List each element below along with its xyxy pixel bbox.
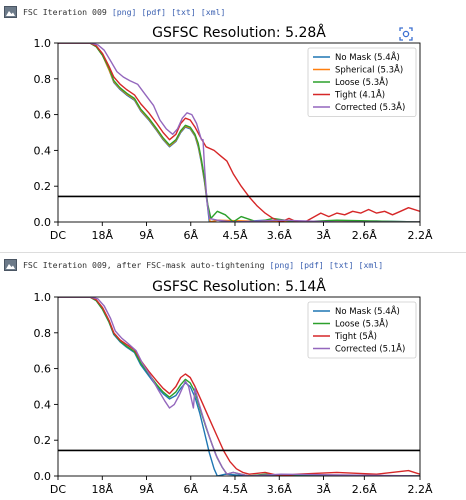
series-line-corrected <box>58 43 420 222</box>
fsc-chart-1: GSFSC Resolution: 5.28Å 0.0 0.2 0.4 0.6 0.8 1.… <box>34 24 433 242</box>
series-line-tight <box>58 43 420 222</box>
x-tick-label: 3Å <box>316 229 331 242</box>
pdf-link[interactable]: [pdf] <box>299 260 324 270</box>
x-tick-label: 4.5Å <box>222 483 247 496</box>
x-tick-label: 3.6Å <box>267 229 292 242</box>
x-tick-label: 18Å <box>92 483 114 496</box>
legend-box <box>307 301 417 359</box>
pdf-link[interactable]: [pdf] <box>141 7 167 17</box>
y-tick-label: 0.0 <box>34 470 52 483</box>
y-tick-label: 0.6 <box>34 363 52 376</box>
plot-area <box>58 297 420 476</box>
legend-box <box>307 47 417 117</box>
y-tick-label: 0.0 <box>34 216 52 229</box>
chart-title: GSFSC Resolution: 5.14Å <box>152 278 326 295</box>
x-tick-label: DC <box>50 483 66 496</box>
section-title: FSC Iteration 009, after FSC-mask auto-t… <box>23 260 265 270</box>
section-title: FSC Iteration 009 <box>23 7 107 17</box>
legend-label-loose: Loose (5.3Å) <box>335 318 388 330</box>
x-tick-label: 3Å <box>316 483 331 496</box>
y-tick-label: 0.6 <box>34 109 52 122</box>
txt-link[interactable]: [txt] <box>328 260 354 270</box>
x-tick-label: 2.6Å <box>352 483 377 496</box>
y-tick-label: 1.0 <box>34 37 52 50</box>
legend-label-corrected: Corrected (5.1Å) <box>335 343 405 355</box>
axes-frame <box>57 42 421 223</box>
image-icon <box>4 6 17 18</box>
txt-link[interactable]: [txt] <box>171 7 196 17</box>
legend-label-spherical: Spherical (5.3Å) <box>335 64 403 76</box>
x-tick-label: 6Å <box>184 483 199 496</box>
legend: No Mask (5.4Å)Spherical (5.3Å)Loose (5.3… <box>307 47 417 117</box>
legend-label-loose: Loose (5.3Å) <box>335 76 388 88</box>
chart-title: GSFSC Resolution: 5.28Å <box>152 24 326 41</box>
series-line-loose <box>58 43 420 222</box>
legend-label-tight: Tight (4.1Å) <box>334 89 385 101</box>
xml-link[interactable]: [xml] <box>358 260 384 270</box>
x-tick-label: 9Å <box>139 229 154 242</box>
y-tick-label: 1.0 <box>34 291 52 304</box>
y-tick-label: 0.8 <box>34 327 52 340</box>
legend-label-corrected: Corrected (5.3Å) <box>335 101 405 113</box>
section-header-2: FSC Iteration 009, after FSC-mask auto-t… <box>4 258 383 272</box>
x-tick-label: 18Å <box>92 229 114 242</box>
plot-area <box>58 43 420 222</box>
x-tick-label: 2.6Å <box>352 229 377 242</box>
x-tick-label: 2.2Å <box>407 483 432 496</box>
x-tick-label: 9Å <box>139 483 154 496</box>
x-tick-label: 4.5Å <box>222 229 247 242</box>
section-header-1: FSC Iteration 009 [png] [pdf] [txt] [xml… <box>4 5 225 19</box>
legend: No Mask (5.4Å)Loose (5.3Å)Tight (5Å)Corr… <box>307 301 417 359</box>
fsc-chart-2: GSFSC Resolution: 5.14Å 0.0 0.2 0.4 0.6 0.8 1.… <box>34 278 433 496</box>
x-tick-label: 2.2Å <box>407 229 432 242</box>
axes-frame <box>57 296 421 477</box>
image-icon <box>4 259 17 271</box>
y-tick-label: 0.2 <box>34 180 52 193</box>
xml-link[interactable]: [xml] <box>200 7 226 17</box>
y-tick-label: 0.2 <box>34 434 52 447</box>
x-tick-label: DC <box>50 229 66 242</box>
x-tick-label: 6Å <box>184 229 199 242</box>
fsc-section-2: FSC Iteration 009, after FSC-mask auto-t… <box>0 254 466 500</box>
y-tick-label: 0.4 <box>34 398 52 411</box>
fsc-section-1: FSC Iteration 009 [png] [pdf] [txt] [xml… <box>4 5 433 242</box>
y-tick-label: 0.8 <box>34 73 52 86</box>
png-link[interactable]: [png] <box>111 7 137 17</box>
section-divider <box>0 252 466 253</box>
x-tick-label: 3.6Å <box>267 483 292 496</box>
screenshot-icon[interactable] <box>399 27 413 41</box>
png-link[interactable]: [png] <box>269 260 295 270</box>
legend-label-tight: Tight (5Å) <box>334 330 377 342</box>
y-tick-label: 0.4 <box>34 144 52 157</box>
series-line-corrected <box>58 297 420 476</box>
legend-label-no-mask: No Mask (5.4Å) <box>335 51 400 63</box>
legend-label-no-mask: No Mask (5.4Å) <box>335 305 400 317</box>
